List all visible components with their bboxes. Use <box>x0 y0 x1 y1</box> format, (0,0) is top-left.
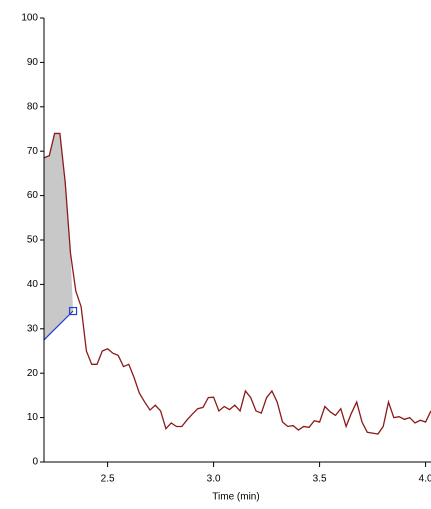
integrated-area <box>44 133 74 340</box>
y-tick-label: 70 <box>27 146 39 157</box>
y-tick-label: 10 <box>27 412 39 423</box>
y-tick-label: 90 <box>27 57 39 68</box>
y-tick-label: 80 <box>27 101 39 112</box>
x-tick-label: 4.0 <box>419 474 431 485</box>
x-tick-label: 3.0 <box>207 474 221 485</box>
baseline-marker <box>68 306 78 316</box>
y-tick-label: 100 <box>21 13 38 24</box>
plot-area <box>44 132 431 435</box>
y-tick-label: 50 <box>27 235 39 246</box>
chromatogram-line <box>44 132 431 435</box>
baseline-line <box>44 310 74 341</box>
y-tick-label: 30 <box>27 323 39 334</box>
x-tick-label: 3.5 <box>313 474 327 485</box>
x-tick-label: 2.5 <box>101 474 115 485</box>
y-tick-label: 20 <box>27 368 39 379</box>
y-tick-label: 40 <box>27 279 39 290</box>
x-axis-label: Time (min) <box>212 492 259 503</box>
y-tick-label: 0 <box>32 457 38 468</box>
y-tick-label: 60 <box>27 190 39 201</box>
